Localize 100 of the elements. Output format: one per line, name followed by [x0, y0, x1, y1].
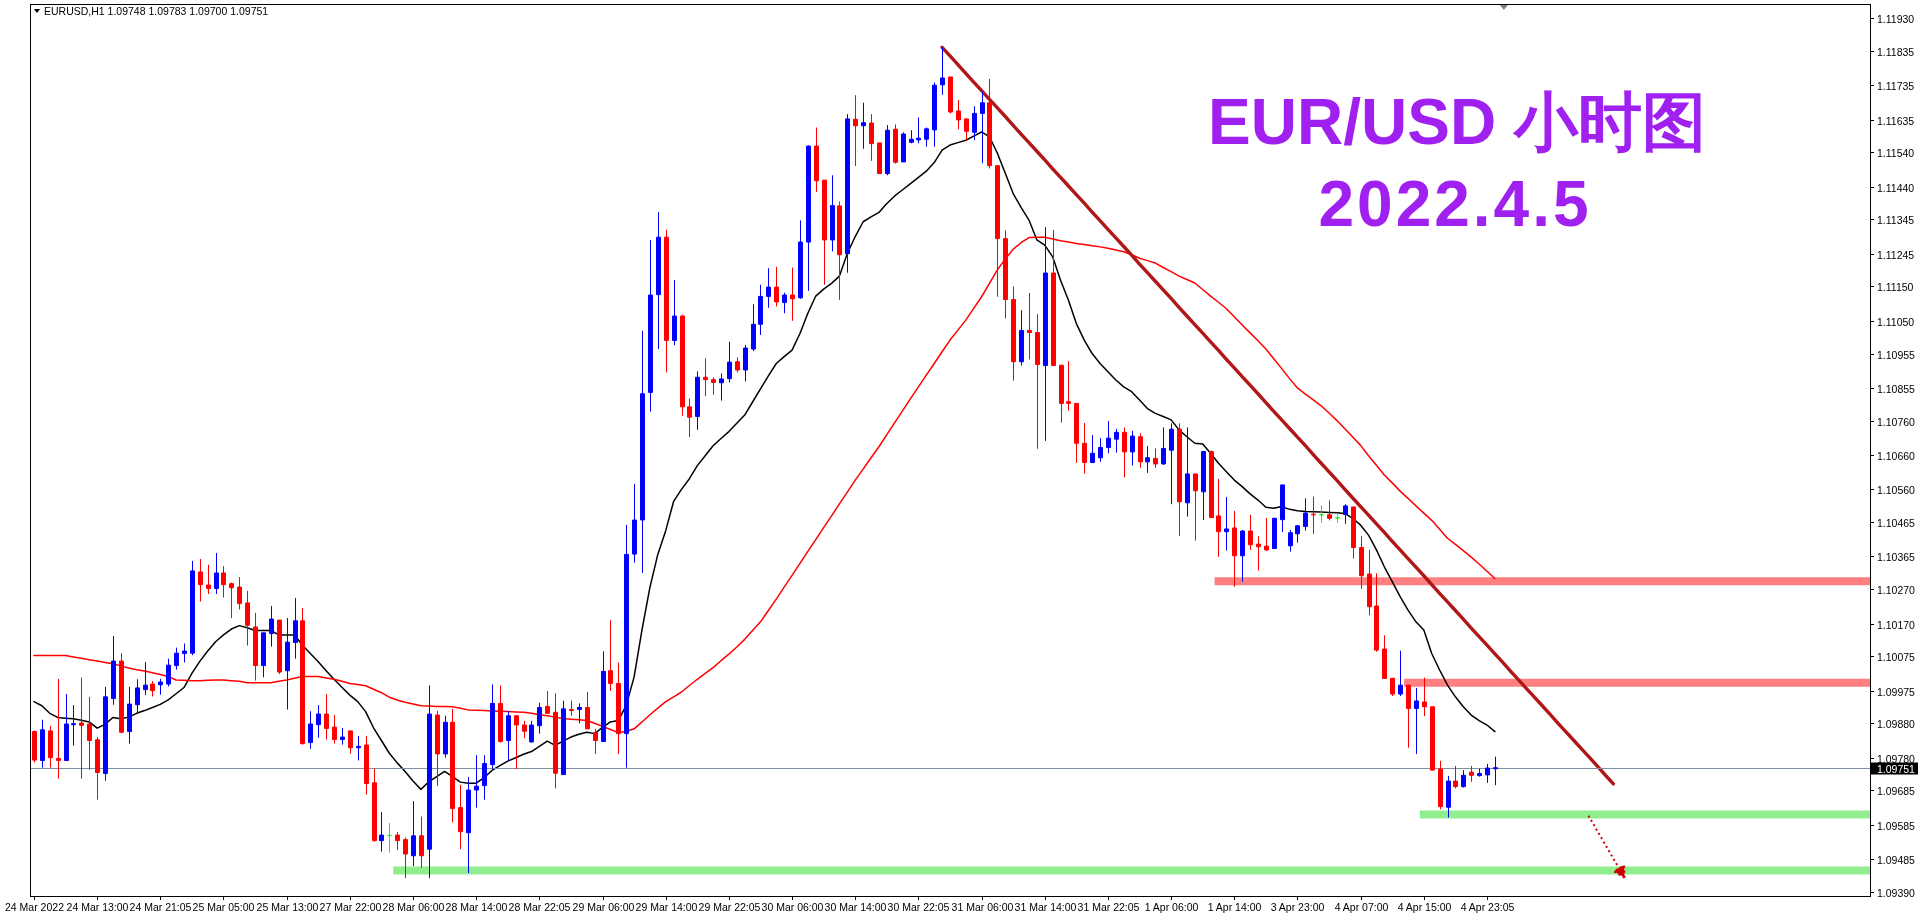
candlestick — [87, 696, 92, 771]
candlestick — [1177, 422, 1182, 537]
candlestick — [1224, 496, 1229, 552]
candlestick — [1138, 432, 1143, 469]
candlestick — [1351, 506, 1356, 560]
candlestick — [56, 678, 61, 780]
candlestick — [135, 678, 140, 715]
candlestick — [845, 113, 850, 274]
candlestick — [1232, 510, 1237, 588]
candlestick — [806, 144, 811, 292]
candlestick — [782, 292, 787, 314]
candlestick — [261, 632, 266, 678]
candlestick — [443, 715, 448, 759]
candlestick — [466, 776, 471, 874]
candlestick — [419, 816, 424, 869]
candlestick — [269, 605, 274, 648]
x-tick-label: 25 Mar 05:00 — [192, 901, 255, 913]
candlestick — [893, 123, 898, 165]
candlestick — [640, 330, 645, 574]
x-tick-label: 28 Mar 14:00 — [445, 901, 508, 913]
candlestick — [1446, 775, 1451, 819]
x-tick-label: 31 Mar 06:00 — [951, 901, 1014, 913]
candlestick — [719, 372, 724, 402]
candlestick — [964, 117, 969, 141]
candlestick — [672, 279, 677, 346]
candlestick — [1438, 760, 1443, 810]
candlestick — [403, 837, 408, 879]
x-tick-label: 1 Apr 14:00 — [1207, 901, 1262, 913]
candlestick — [1493, 756, 1498, 786]
candlestick — [948, 76, 953, 114]
candlestick — [1382, 634, 1387, 680]
y-tick-label: 1.09780 — [1877, 752, 1916, 765]
candlestick — [198, 558, 203, 603]
candlestick — [1082, 422, 1087, 475]
candlestick — [1019, 309, 1024, 367]
y-tick-label: 1.11635 — [1877, 114, 1915, 127]
x-tick-label: 24 Mar 21:05 — [129, 901, 192, 913]
candlestick — [190, 560, 195, 656]
candlestick — [1209, 450, 1214, 519]
candlestick — [774, 266, 779, 307]
y-tick-label: 1.10955 — [1877, 348, 1916, 361]
candlestick — [790, 267, 795, 322]
candlestick — [64, 693, 69, 761]
candlestick — [1461, 769, 1466, 789]
x-tick-label: 3 Apr 23:00 — [1270, 901, 1325, 913]
candlestick — [529, 720, 534, 744]
candlestick — [1090, 434, 1095, 464]
candlestick — [1280, 484, 1285, 533]
candlestick — [514, 715, 519, 770]
candlestick — [340, 727, 345, 746]
x-tick-label: 24 Mar 2022 — [5, 901, 65, 913]
candlestick — [1011, 285, 1016, 382]
candlestick — [1469, 765, 1474, 783]
x-tick-label: 29 Mar 06:00 — [572, 901, 635, 913]
candlestick — [245, 590, 250, 647]
candlestick — [869, 113, 874, 162]
candlestick — [237, 576, 242, 610]
x-tick-label: 25 Mar 13:00 — [256, 901, 319, 913]
candlestick — [253, 612, 258, 682]
candlestick — [743, 344, 748, 382]
candlestick — [285, 617, 290, 711]
candlestick — [1248, 514, 1253, 551]
candlestick — [1066, 360, 1071, 412]
candlestick — [1122, 426, 1127, 478]
candlestick — [687, 398, 692, 438]
candlestick — [143, 661, 148, 696]
y-tick-label: 1.11245 — [1877, 248, 1915, 261]
candlestick — [103, 686, 108, 782]
candlestick — [980, 91, 985, 164]
candlestick — [1422, 677, 1427, 717]
candlestick — [1485, 763, 1490, 784]
candlestick — [1185, 426, 1190, 518]
y-tick-label: 1.09390 — [1877, 886, 1916, 899]
candlestick — [372, 768, 377, 843]
candlestick — [166, 658, 171, 687]
x-tick-label: 31 Mar 22:05 — [1077, 901, 1140, 913]
candlestick — [1477, 768, 1482, 778]
candlestick — [364, 735, 369, 796]
candlestick — [48, 725, 53, 769]
candlestick — [95, 736, 100, 801]
candlestick — [632, 483, 637, 564]
y-tick-label: 1.09585 — [1877, 819, 1916, 832]
candlestick — [577, 702, 582, 724]
candlestick — [648, 239, 653, 413]
y-tick-label: 1.10365 — [1877, 550, 1916, 563]
candlestick — [1256, 535, 1261, 572]
candlestick — [482, 754, 487, 801]
y-tick-label: 1.11735 — [1877, 79, 1915, 92]
candlestick — [32, 730, 37, 764]
candlestick — [853, 94, 858, 167]
candlestick — [727, 341, 732, 383]
y-tick-label: 1.11930 — [1877, 12, 1915, 25]
candlestick — [221, 565, 226, 598]
candlestick — [387, 822, 392, 854]
candlestick — [1074, 402, 1079, 464]
candlestick — [1398, 650, 1403, 697]
candlestick — [1193, 473, 1198, 542]
candlestick — [474, 754, 479, 809]
candlestick — [229, 582, 234, 619]
candlestick — [695, 370, 700, 431]
